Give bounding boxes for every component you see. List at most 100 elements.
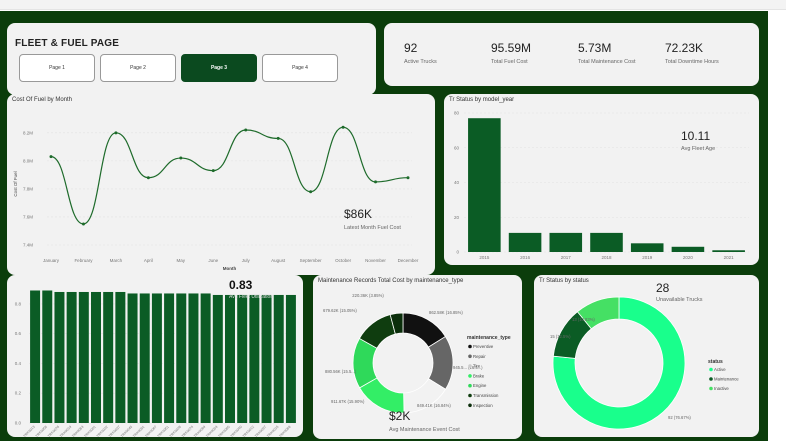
legend-swatch xyxy=(468,354,472,359)
page-title: FLEET & FUEL PAGE xyxy=(15,38,120,49)
model-year-bar xyxy=(712,250,745,252)
nav-button-page-2[interactable]: Page 2 xyxy=(100,54,176,82)
x-tick-label: February xyxy=(74,258,93,263)
nav-button-page-3[interactable]: Page 3 xyxy=(181,54,257,82)
utilization-bar xyxy=(30,290,41,423)
utilization-bar xyxy=(237,294,248,423)
legend-item: Maintenance xyxy=(714,377,739,382)
legend-swatch xyxy=(709,367,713,372)
y-tick-label: 7.6M xyxy=(23,214,33,219)
x-tick-label: 2016 xyxy=(520,255,531,260)
y-tick-label: 0.0 xyxy=(15,421,22,426)
utilization-kpi-value: 0.83 xyxy=(229,278,253,292)
legend-swatch xyxy=(468,374,472,378)
fleet-age-value: 10.11 xyxy=(681,129,711,143)
data-point xyxy=(49,155,53,159)
x-tick-label: 2019 xyxy=(642,255,653,260)
model-year-bar xyxy=(590,232,623,252)
x-tick-label: 2021 xyxy=(724,255,735,260)
data-point xyxy=(179,156,183,160)
legend-item: Engine xyxy=(473,383,487,388)
utilization-bar xyxy=(115,291,126,423)
legend-item: Tire xyxy=(473,364,481,369)
x-tick-label: April xyxy=(144,258,153,263)
x-tick-label: October xyxy=(335,258,352,263)
utilization-bar xyxy=(78,291,89,423)
y-tick-label: 8.0M xyxy=(23,158,33,163)
utilization-bar xyxy=(188,293,199,423)
y-axis-label: Cost Of Fuel xyxy=(13,171,18,196)
data-point xyxy=(244,128,248,132)
slice-data-label: 679.62K (15.05%) xyxy=(323,308,357,313)
nav-button-page-1[interactable]: Page 1 xyxy=(19,54,95,82)
status-slice xyxy=(552,296,686,430)
x-axis-label: Month xyxy=(223,266,237,271)
utilization-bar xyxy=(261,294,272,423)
utilization-bar xyxy=(103,291,114,423)
model-year-bar-chart: 0 20 40 60 80 2015 2016 2017 2018 2019 2020 2021 xyxy=(454,111,749,260)
kpi-label: Total Maintenance Cost xyxy=(578,59,636,65)
kpi-total-maintenance-cost: 5.73M Total Maintenance Cost xyxy=(578,41,635,65)
legend-title: status xyxy=(708,359,723,365)
nav-button-page-4[interactable]: Page 4 xyxy=(262,54,338,82)
model-year-bar xyxy=(630,243,664,252)
utilization-bar xyxy=(212,294,223,423)
kpi-value: 72.23K xyxy=(665,41,704,55)
x-tick-label: December xyxy=(398,258,419,263)
legend-item: Transmission xyxy=(473,393,499,398)
kpi-label: Active Trucks xyxy=(404,59,437,65)
utilization-bar xyxy=(66,291,77,423)
utilization-bar-chart: 0.00.20.40.60.8TRK0013TRK0058TRK0076TRK0… xyxy=(15,290,297,437)
model-year-bar xyxy=(549,232,583,252)
legend-title: maintenance_type xyxy=(467,335,511,341)
x-tick-label: August xyxy=(271,258,286,263)
data-point xyxy=(341,125,345,129)
slice-data-label: 911.67K (15.90%) xyxy=(331,399,365,404)
data-point xyxy=(406,176,410,180)
top-strip xyxy=(0,0,786,10)
x-tick-label: September xyxy=(300,258,323,263)
nav-card: FLEET & FUEL PAGE Page 1 Page 2 Page 3 P… xyxy=(7,23,376,95)
model-year-title: Tr Status by model_year xyxy=(449,97,515,103)
slice-data-label: 13 (10.83%) xyxy=(572,317,595,322)
x-tick-label: June xyxy=(208,258,218,263)
legend-item: Inspection xyxy=(473,403,493,408)
y-tick-label: 20 xyxy=(454,215,460,220)
x-tick-label: TRK0088 xyxy=(278,425,291,437)
legend-swatch xyxy=(468,393,472,398)
slice-data-label: 862.58K (16.85%) xyxy=(429,310,463,315)
x-tick-label: March xyxy=(110,258,123,263)
legend-swatch xyxy=(468,364,472,368)
slice-data-label: 880.56K (15.5...) xyxy=(325,369,357,374)
utilization-bar xyxy=(151,293,162,423)
fuel-kpi-label: Latest Month Fuel Cost xyxy=(344,225,401,231)
data-point xyxy=(374,180,378,184)
model-year-bar xyxy=(508,232,542,252)
utilization-bar xyxy=(176,293,187,423)
y-tick-label: 0.4 xyxy=(15,361,22,366)
kpi-label: Total Downtime Hours xyxy=(665,59,719,65)
fuel-chart-card: Cost Of Fuel by Month 7.4M 7.6M 7.8M 8.0M 8.… xyxy=(7,94,435,275)
utilization-bar xyxy=(200,293,211,423)
fuel-kpi-value: $86K xyxy=(344,207,373,221)
x-tick-label: 2017 xyxy=(561,255,572,260)
y-tick-label: 7.4M xyxy=(23,242,33,247)
utilization-bar xyxy=(139,293,150,423)
y-tick-label: 0.6 xyxy=(15,331,22,336)
maintenance-slice xyxy=(389,312,404,335)
utilization-bar xyxy=(285,294,296,423)
data-point xyxy=(146,176,150,180)
x-tick-label: November xyxy=(365,258,386,263)
maintenance-donut-chart: 220.36K (3.85%) 679.62K (15.05%) 862.58K (… xyxy=(323,293,511,414)
status-donut-chart: 13 (10.83%) 15 (12.5%) 92 (76.67%) status Ac… xyxy=(550,296,739,430)
kpi-active-trucks: 92 Active Trucks xyxy=(404,41,437,65)
legend-swatch xyxy=(468,403,472,408)
legend-swatch xyxy=(468,344,472,349)
utilization-bar xyxy=(127,293,138,423)
data-point xyxy=(114,131,118,135)
kpi-total-fuel-cost: 95.59M Total Fuel Cost xyxy=(491,41,531,65)
data-point xyxy=(276,136,280,140)
x-tick-label: 2015 xyxy=(479,255,490,260)
data-point xyxy=(211,169,215,173)
maintenance-kpi-label: Avg Maintenance Event Cost xyxy=(389,427,460,433)
